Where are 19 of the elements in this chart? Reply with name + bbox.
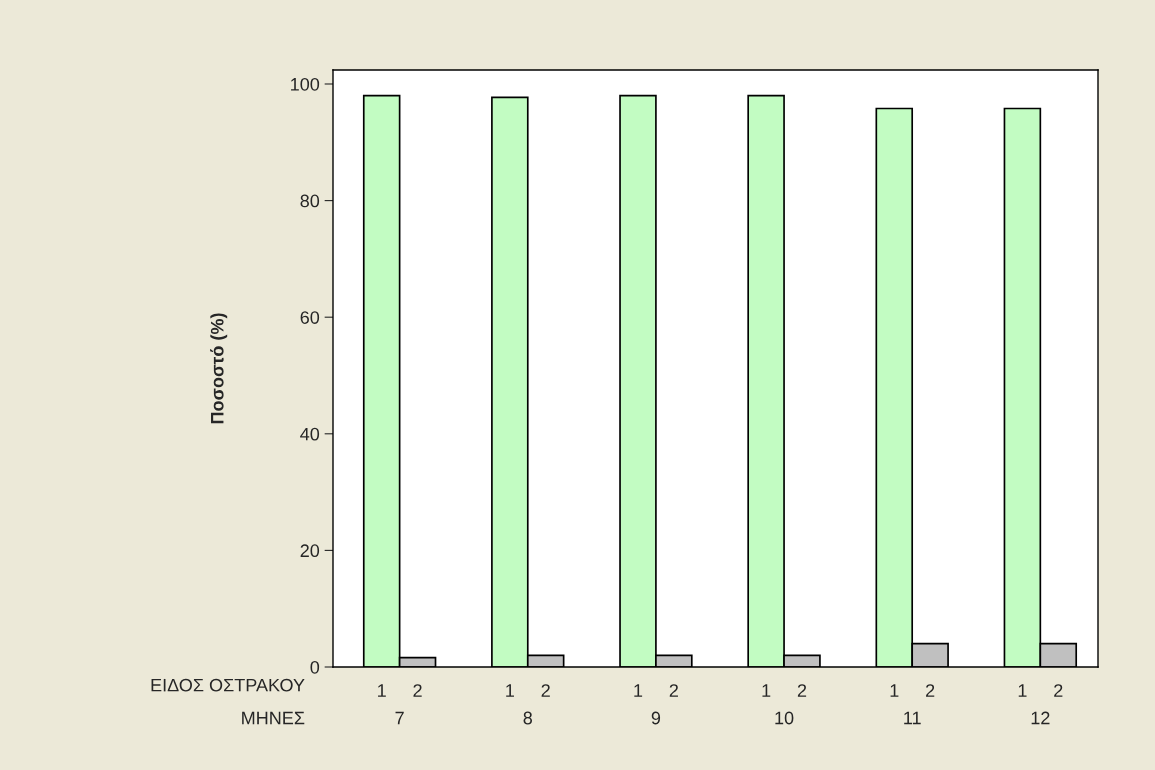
y-tick-label: 60 [300,311,320,324]
x-tick-label: 8 [523,711,533,725]
x-axis-title: ΜΗΝΕΣ [242,711,305,725]
x-tick-label: 11 [904,711,921,725]
y-axis-title: Ποσοστό (%) [210,313,228,424]
series-label: 1 [378,684,386,697]
y-tick-label: 80 [300,194,320,208]
x-tick-label: 9 [651,711,661,725]
y-tick-label: 20 [300,544,320,558]
y-tick-label: 40 [300,427,320,441]
text: 1 [506,684,514,697]
legend-title: ΕΙΔΟΣ ΟΣΤΡΑΚΟΥ [151,678,305,692]
series-label: 2 [413,684,422,697]
x-tick-label: 7 [395,711,404,725]
y-tick-label: 0 [310,660,320,674]
text: 2 [541,684,550,697]
y-tick-label: 100 [291,77,320,91]
x-tick-label: 12 [1031,711,1050,725]
x-tick-label: 10 [775,711,794,725]
